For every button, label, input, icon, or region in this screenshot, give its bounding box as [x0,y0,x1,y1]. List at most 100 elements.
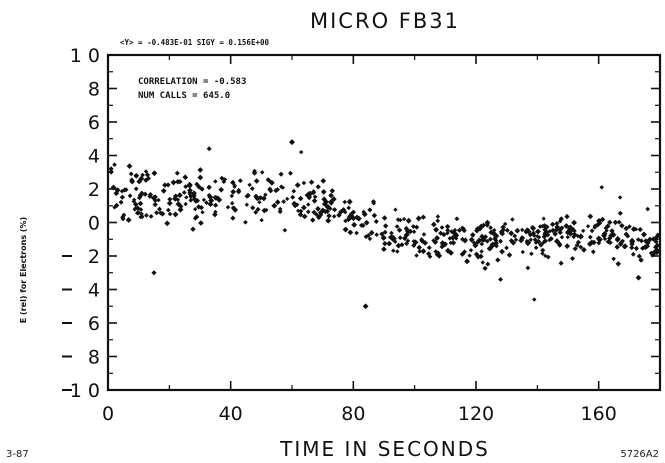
data-point [133,201,139,207]
data-point [166,200,173,207]
data-point [373,219,379,224]
data-point [370,199,376,205]
data-point [278,171,284,177]
data-point [148,214,154,219]
data-point [654,247,660,253]
data-point [545,232,551,238]
data-point [342,199,347,205]
data-point [536,235,542,240]
data-point [499,248,505,255]
data-point [533,240,539,245]
data-point [635,274,642,281]
data-point [324,208,330,214]
data-point [264,207,269,213]
data-point [480,222,487,228]
data-point [578,233,584,238]
y-tick-label: 2 [88,179,100,201]
data-point [540,224,545,229]
data-point [481,237,487,243]
data-point [476,237,483,244]
data-point [653,239,659,245]
data-point [438,230,444,236]
data-point [464,258,470,265]
data-point [462,237,468,243]
data-point [571,219,577,226]
data-point [363,234,369,240]
data-point [323,202,329,208]
data-point [282,228,288,233]
data-point [229,193,234,199]
data-point [206,184,212,191]
data-point [275,187,280,192]
data-point [136,178,142,185]
data-point [611,256,616,262]
data-point [216,197,223,203]
data-point [253,178,260,184]
data-point [128,171,134,177]
data-point [280,185,285,190]
data-point [588,239,595,246]
data-point [164,220,171,227]
data-point [520,249,525,255]
data-point [320,189,327,195]
data-point [354,230,359,236]
data-point [447,236,452,241]
data-point [482,265,488,271]
data-point [439,244,445,250]
data-point [253,209,259,215]
data-point [139,214,145,220]
data-point [108,169,114,175]
y-axis-label: E (rel) for Electrons (%) [19,217,28,323]
y-tick-label: 1 0 [70,45,100,67]
data-point [193,207,198,212]
data-point [167,211,173,217]
data-point [647,236,653,243]
data-point [250,186,255,191]
data-point [120,214,126,220]
data-point [138,207,144,212]
data-point [394,224,400,229]
data-point [485,261,491,267]
data-point [299,150,304,155]
data-point [383,223,389,229]
data-point [296,208,301,213]
data-point [154,210,160,216]
data-point [653,236,659,242]
data-point [346,205,351,211]
data-point [468,248,474,253]
data-point [379,231,385,237]
data-point [475,253,481,260]
data-point [212,211,218,218]
data-point [416,244,423,251]
data-point [167,196,173,202]
data-point [623,231,629,237]
data-point [310,217,316,223]
data-point [213,202,219,208]
data-point [541,223,548,229]
data-point [581,228,586,233]
data-point [152,194,158,200]
data-point [129,177,135,183]
data-point [225,205,231,210]
data-point [125,217,132,223]
x-tick-label: 0 [102,403,114,425]
data-point [255,206,261,212]
data-point [350,215,357,222]
data-point [491,228,497,233]
data-point [196,184,202,190]
data-point [433,226,440,233]
data-point [578,244,584,250]
data-point [550,221,556,227]
data-point [318,212,324,218]
data-point [554,238,560,245]
data-point [133,172,140,179]
data-point [285,196,290,201]
data-point [308,179,315,185]
data-point [532,297,537,302]
data-point [152,197,158,203]
data-point [367,236,373,242]
data-point [367,207,373,213]
data-point [564,243,570,249]
data-point [278,206,283,212]
data-point [420,214,426,220]
